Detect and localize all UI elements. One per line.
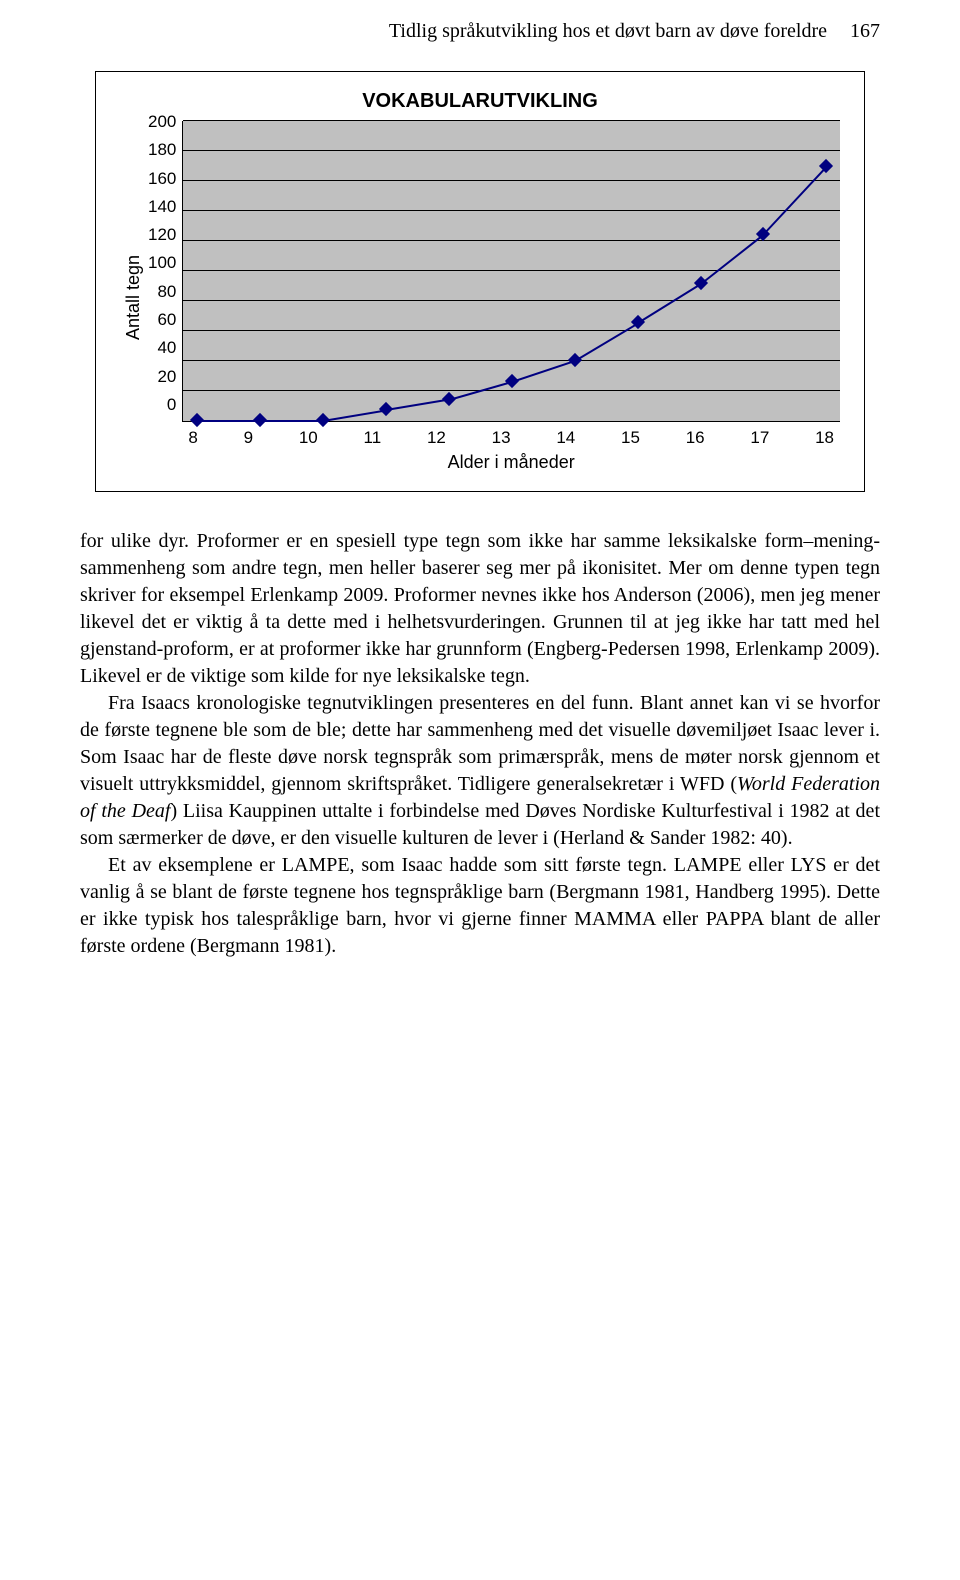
chart-gridline [183,300,840,301]
chart-ylabel: Antall tegn [124,254,145,339]
paragraph-1: for ulike dyr. Proformer er en spesiell … [80,528,880,690]
page-number: 167 [850,20,880,42]
chart-plot-area [182,121,840,422]
paragraph-2b: ) Liisa Kauppinen uttalte i forbindelse … [80,800,880,849]
chart-gridline [183,390,840,391]
chart-gridline [183,150,840,151]
chart-ytick: 180 [148,141,176,158]
chart-yticks: 200180160140120100806040200 [148,113,182,413]
chart-ytick: 20 [157,368,176,385]
chart-xticks: 8 9 10 11 12 13 14 15 16 17 18 [182,428,840,448]
chart-gridline [183,360,840,361]
chart-marker [505,373,519,387]
chart-xtick: 10 [299,428,318,448]
chart-gridline [183,270,840,271]
chart-marker [442,391,456,405]
chart-ytick: 100 [148,254,176,271]
running-title: Tidlig språkutvikling hos et døvt barn a… [389,20,827,42]
paragraph-2: Fra Isaacs kronologiske tegnutviklingen … [80,690,880,852]
chart-gridline [183,120,840,121]
running-header: Tidlig språkutvikling hos et døvt barn a… [80,20,880,43]
chart-xlabel: Alder i måneder [182,452,840,473]
chart-marker [190,412,204,426]
chart-title: VOKABULARUTVIKLING [120,90,840,113]
chart-xtick: 12 [427,428,446,448]
body-text: for ulike dyr. Proformer er en spesiell … [80,528,880,960]
chart-xtick: 16 [686,428,705,448]
chart-line-segment [574,322,638,361]
chart-xtick: 18 [815,428,834,448]
chart-xtick: 11 [364,428,382,448]
chart-gridline [183,240,840,241]
chart-marker [568,352,582,366]
chart-ytick: 200 [148,113,176,130]
chart-ytick: 40 [157,339,176,356]
chart-gridline [183,330,840,331]
chart-ytick: 60 [157,311,176,328]
chart-ytick: 0 [167,396,176,413]
chart-line-segment [260,420,323,422]
chart-ytick: 80 [157,283,176,300]
chart-xtick: 15 [621,428,640,448]
chart-marker [379,402,393,416]
chart-line-segment [700,234,764,285]
chart-ylabel-wrap: Antall tegn [120,121,148,473]
chart-line-segment [512,360,576,383]
chart-gridline [183,210,840,211]
chart-line-segment [197,420,260,422]
chart-xtick: 8 [188,428,197,448]
chart-xtick: 14 [556,428,575,448]
chart-xtick: 17 [750,428,769,448]
chart-xtick: 13 [492,428,511,448]
chart-ytick: 140 [148,198,176,215]
chart-line-segment [637,283,701,324]
paragraph-3: Et av eksemplene er LAMPE, som Isaac had… [80,852,880,960]
chart-marker [316,412,330,426]
chart-container: VOKABULARUTVIKLING Antall tegn 200180160… [95,71,865,492]
chart-ytick: 160 [148,170,176,187]
chart-line-segment [386,399,449,411]
chart-line-segment [323,409,386,421]
chart-line-segment [763,166,827,235]
chart-xtick: 9 [244,428,253,448]
chart-gridline [183,180,840,181]
chart-marker [253,412,267,426]
chart-ytick: 120 [148,226,176,243]
